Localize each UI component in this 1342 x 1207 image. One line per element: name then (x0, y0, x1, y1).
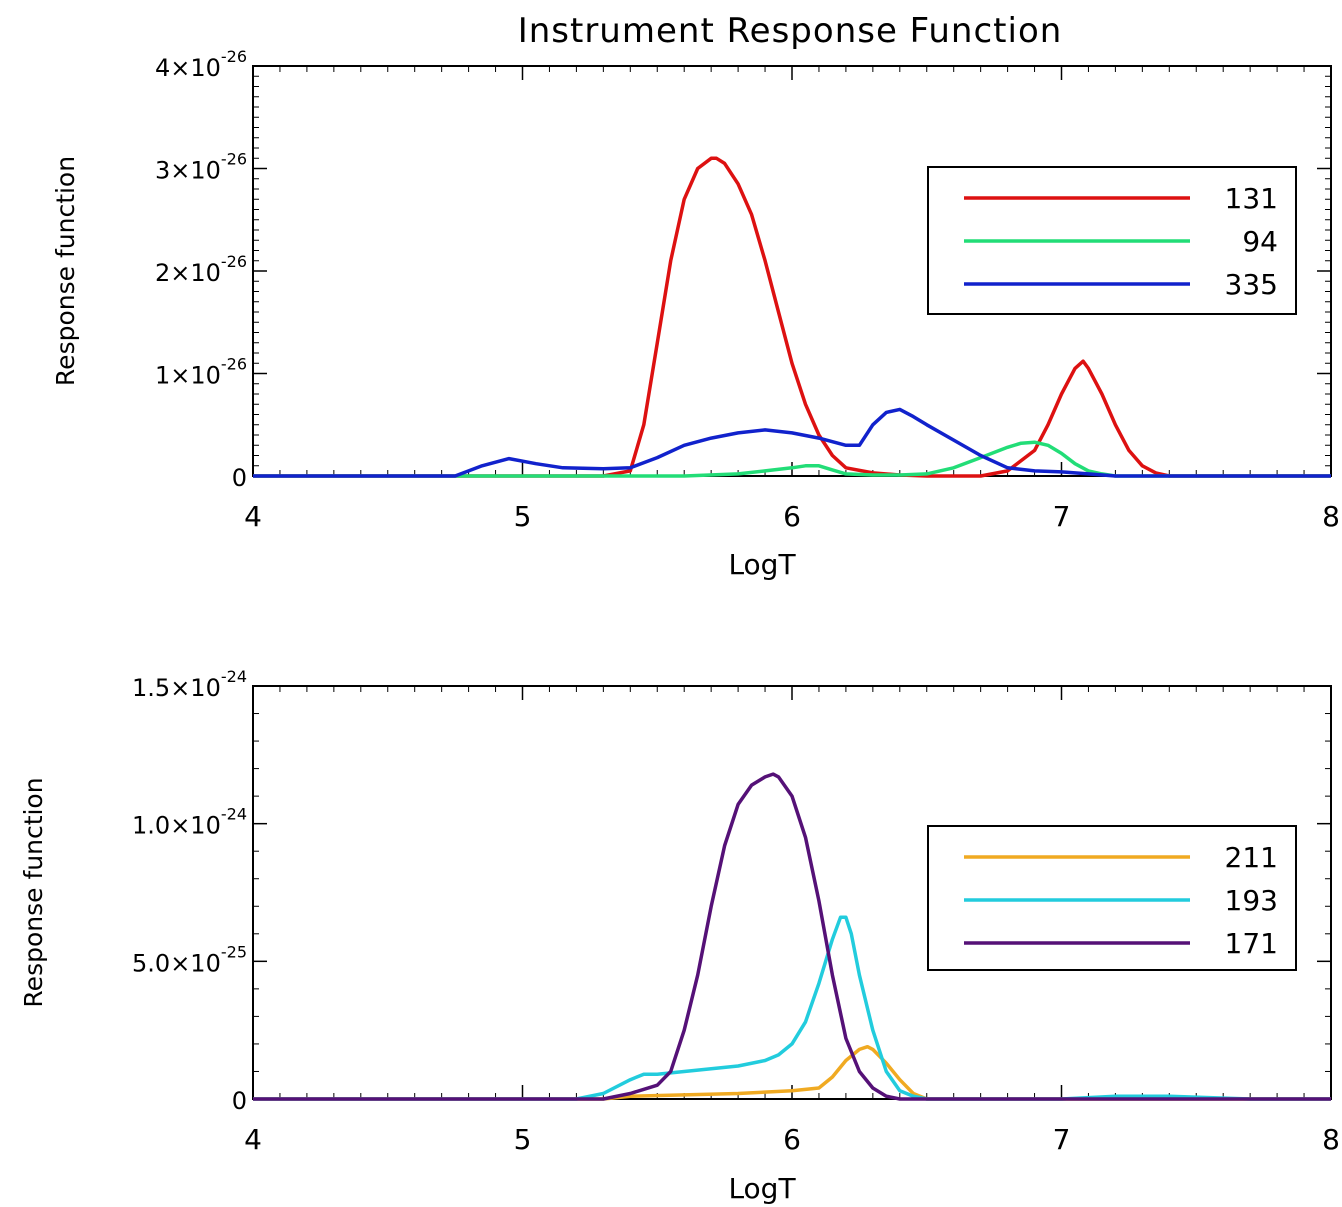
y-tick-label: 2×10-26 (155, 252, 247, 287)
legend-label: 94 (1242, 225, 1278, 258)
bottom-panel: 4 5 6 7 8 0 5.0×10-25 1.0×10-24 1.5×10-24 LogT Res… (19, 667, 1340, 1205)
y-tick-label: 1.5×10-24 (132, 667, 247, 702)
legend-label: 335 (1225, 268, 1278, 301)
top-panel: 4 5 6 7 8 0 1×10-26 2×10-26 3×10-26 4×10-26 LogT Re… (51, 47, 1340, 581)
y-tick-label: 0 (232, 1087, 247, 1115)
x-tick-label: 7 (1053, 500, 1071, 533)
x-tick-label: 5 (514, 1123, 532, 1156)
series-line-94 (253, 440, 1331, 478)
legend-box (927, 825, 1297, 971)
y-tick-label: 1×10-26 (155, 355, 247, 390)
x-tick-label: 6 (783, 1123, 801, 1156)
series-line-211 (253, 1044, 1331, 1101)
legend-label: 171 (1225, 927, 1278, 960)
series-line-335 (253, 407, 1331, 478)
x-tick-label: 4 (244, 1123, 262, 1156)
x-tick-label: 8 (1322, 1123, 1340, 1156)
x-axis-label: LogT (728, 548, 796, 581)
x-tick-label: 8 (1322, 500, 1340, 533)
x-tick-label: 5 (514, 500, 532, 533)
x-axis-label: LogT (728, 1172, 796, 1205)
series-line-171 (253, 772, 1331, 1101)
x-tick-label: 7 (1053, 1123, 1071, 1156)
legend-label: 193 (1225, 884, 1278, 917)
legend: 211 193 171 (927, 825, 1297, 971)
y-axis-label: Response function (19, 777, 48, 1007)
y-tick-label: 0 (232, 464, 247, 492)
x-tick-label: 6 (783, 500, 801, 533)
y-tick-label: 1.0×10-24 (132, 805, 247, 840)
y-tick-label: 4×10-26 (155, 47, 247, 82)
y-tick-label: 5.0×10-25 (132, 942, 247, 977)
legend-label: 211 (1225, 841, 1278, 874)
y-tick-label: 3×10-26 (155, 150, 247, 185)
y-axis-label: Response function (51, 156, 80, 386)
series-line-131 (253, 156, 1331, 478)
legend-label: 131 (1225, 182, 1278, 215)
x-tick-label: 4 (244, 500, 262, 533)
chart-title: Instrument Response Function (518, 11, 1063, 51)
legend: 131 94 335 (927, 166, 1297, 315)
